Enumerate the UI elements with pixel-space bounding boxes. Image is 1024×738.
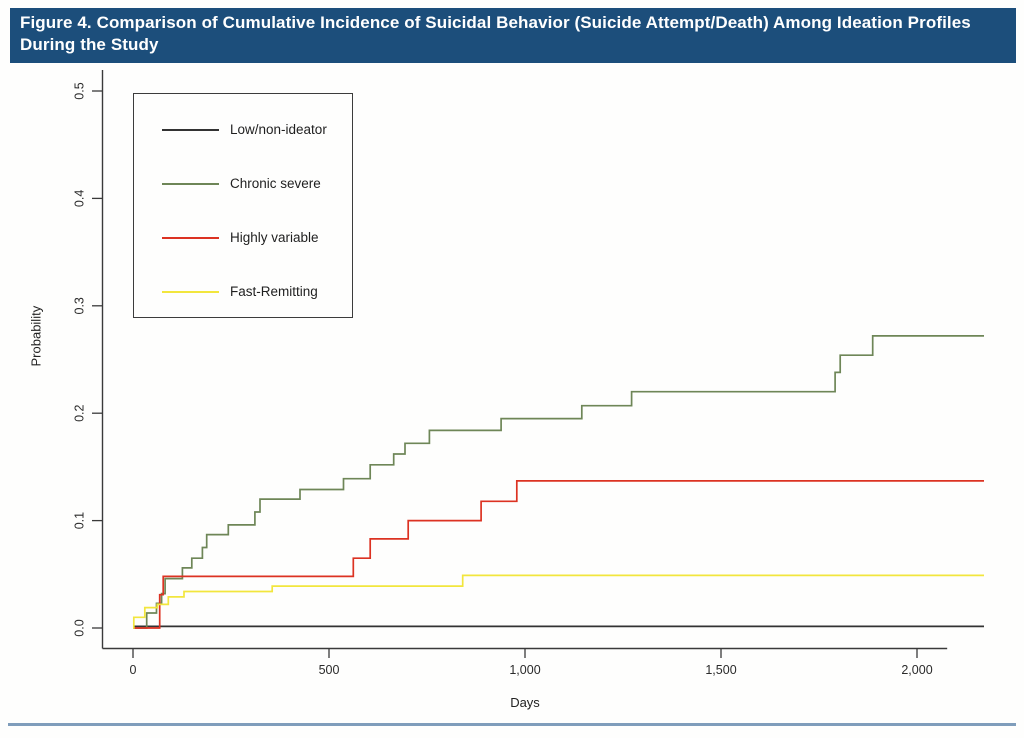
legend-item-chronic-severe: Chronic severe (134, 174, 352, 194)
legend-item-highly-variable: Highly variable (134, 228, 352, 248)
legend-label: Low/non-ideator (230, 122, 327, 137)
x-tick-label: 500 (319, 663, 340, 677)
y-tick-label: 0.3 (72, 297, 86, 314)
cumulative-incidence-chart: 0.0 0.1 0.2 0.3 0.4 0.5 0 500 1,000 1,500 2,000 Lo… (0, 56, 1024, 716)
y-tick-label: 0.4 (72, 190, 86, 207)
legend-line-sample-red (162, 237, 219, 239)
legend-line-sample-green (162, 183, 219, 185)
legend-label: Highly variable (230, 230, 319, 245)
legend-label: Chronic severe (230, 176, 321, 191)
y-tick-label: 0.1 (72, 512, 86, 529)
x-tick-label: 1,000 (509, 663, 540, 677)
figure-title-banner: Figure 4. Comparison of Cumulative Incid… (10, 8, 1016, 63)
x-tick-label: 0 (130, 663, 137, 677)
figure-title: Figure 4. Comparison of Cumulative Incid… (20, 13, 971, 55)
x-tick-label: 2,000 (901, 663, 932, 677)
legend-item-fast-remitting: Fast-Remitting (134, 282, 352, 302)
x-tick-label: 1,500 (705, 663, 736, 677)
y-tick-label: 0.5 (72, 82, 86, 99)
x-axis-title: Days (510, 695, 540, 710)
legend-line-sample-black (162, 129, 219, 131)
curve-highly-variable (133, 480, 984, 629)
figure-bottom-rule (8, 723, 1016, 726)
y-tick-label: 0.0 (72, 619, 86, 636)
legend-line-sample-yellow (162, 291, 219, 293)
y-axis-title: Probability (28, 305, 44, 367)
chart-legend: Low/non-ideator Chronic severe Highly va… (133, 93, 353, 318)
curve-fast-remitting (132, 574, 984, 629)
legend-label: Fast-Remitting (230, 284, 318, 299)
curve-chronic-severe (133, 335, 984, 629)
legend-item-low-non-ideator: Low/non-ideator (134, 120, 352, 140)
y-tick-label: 0.2 (72, 404, 86, 421)
